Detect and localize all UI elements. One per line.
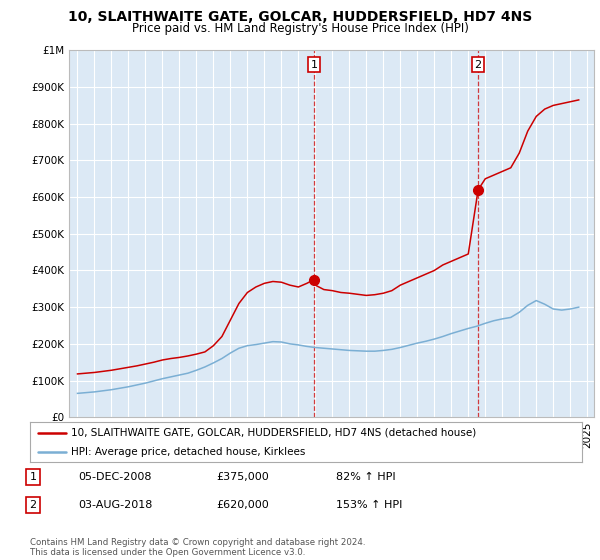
Text: 82% ↑ HPI: 82% ↑ HPI [336, 472, 395, 482]
Text: £375,000: £375,000 [216, 472, 269, 482]
Text: 2: 2 [475, 59, 482, 69]
Text: 1: 1 [311, 59, 317, 69]
Text: £620,000: £620,000 [216, 500, 269, 510]
Text: 2: 2 [29, 500, 37, 510]
Text: 1: 1 [29, 472, 37, 482]
Text: 03-AUG-2018: 03-AUG-2018 [78, 500, 152, 510]
Text: 153% ↑ HPI: 153% ↑ HPI [336, 500, 403, 510]
Text: 10, SLAITHWAITE GATE, GOLCAR, HUDDERSFIELD, HD7 4NS: 10, SLAITHWAITE GATE, GOLCAR, HUDDERSFIE… [68, 10, 532, 24]
Text: Contains HM Land Registry data © Crown copyright and database right 2024.
This d: Contains HM Land Registry data © Crown c… [30, 538, 365, 557]
Text: HPI: Average price, detached house, Kirklees: HPI: Average price, detached house, Kirk… [71, 447, 306, 457]
Text: 10, SLAITHWAITE GATE, GOLCAR, HUDDERSFIELD, HD7 4NS (detached house): 10, SLAITHWAITE GATE, GOLCAR, HUDDERSFIE… [71, 428, 476, 438]
Text: Price paid vs. HM Land Registry's House Price Index (HPI): Price paid vs. HM Land Registry's House … [131, 22, 469, 35]
Text: 05-DEC-2008: 05-DEC-2008 [78, 472, 151, 482]
